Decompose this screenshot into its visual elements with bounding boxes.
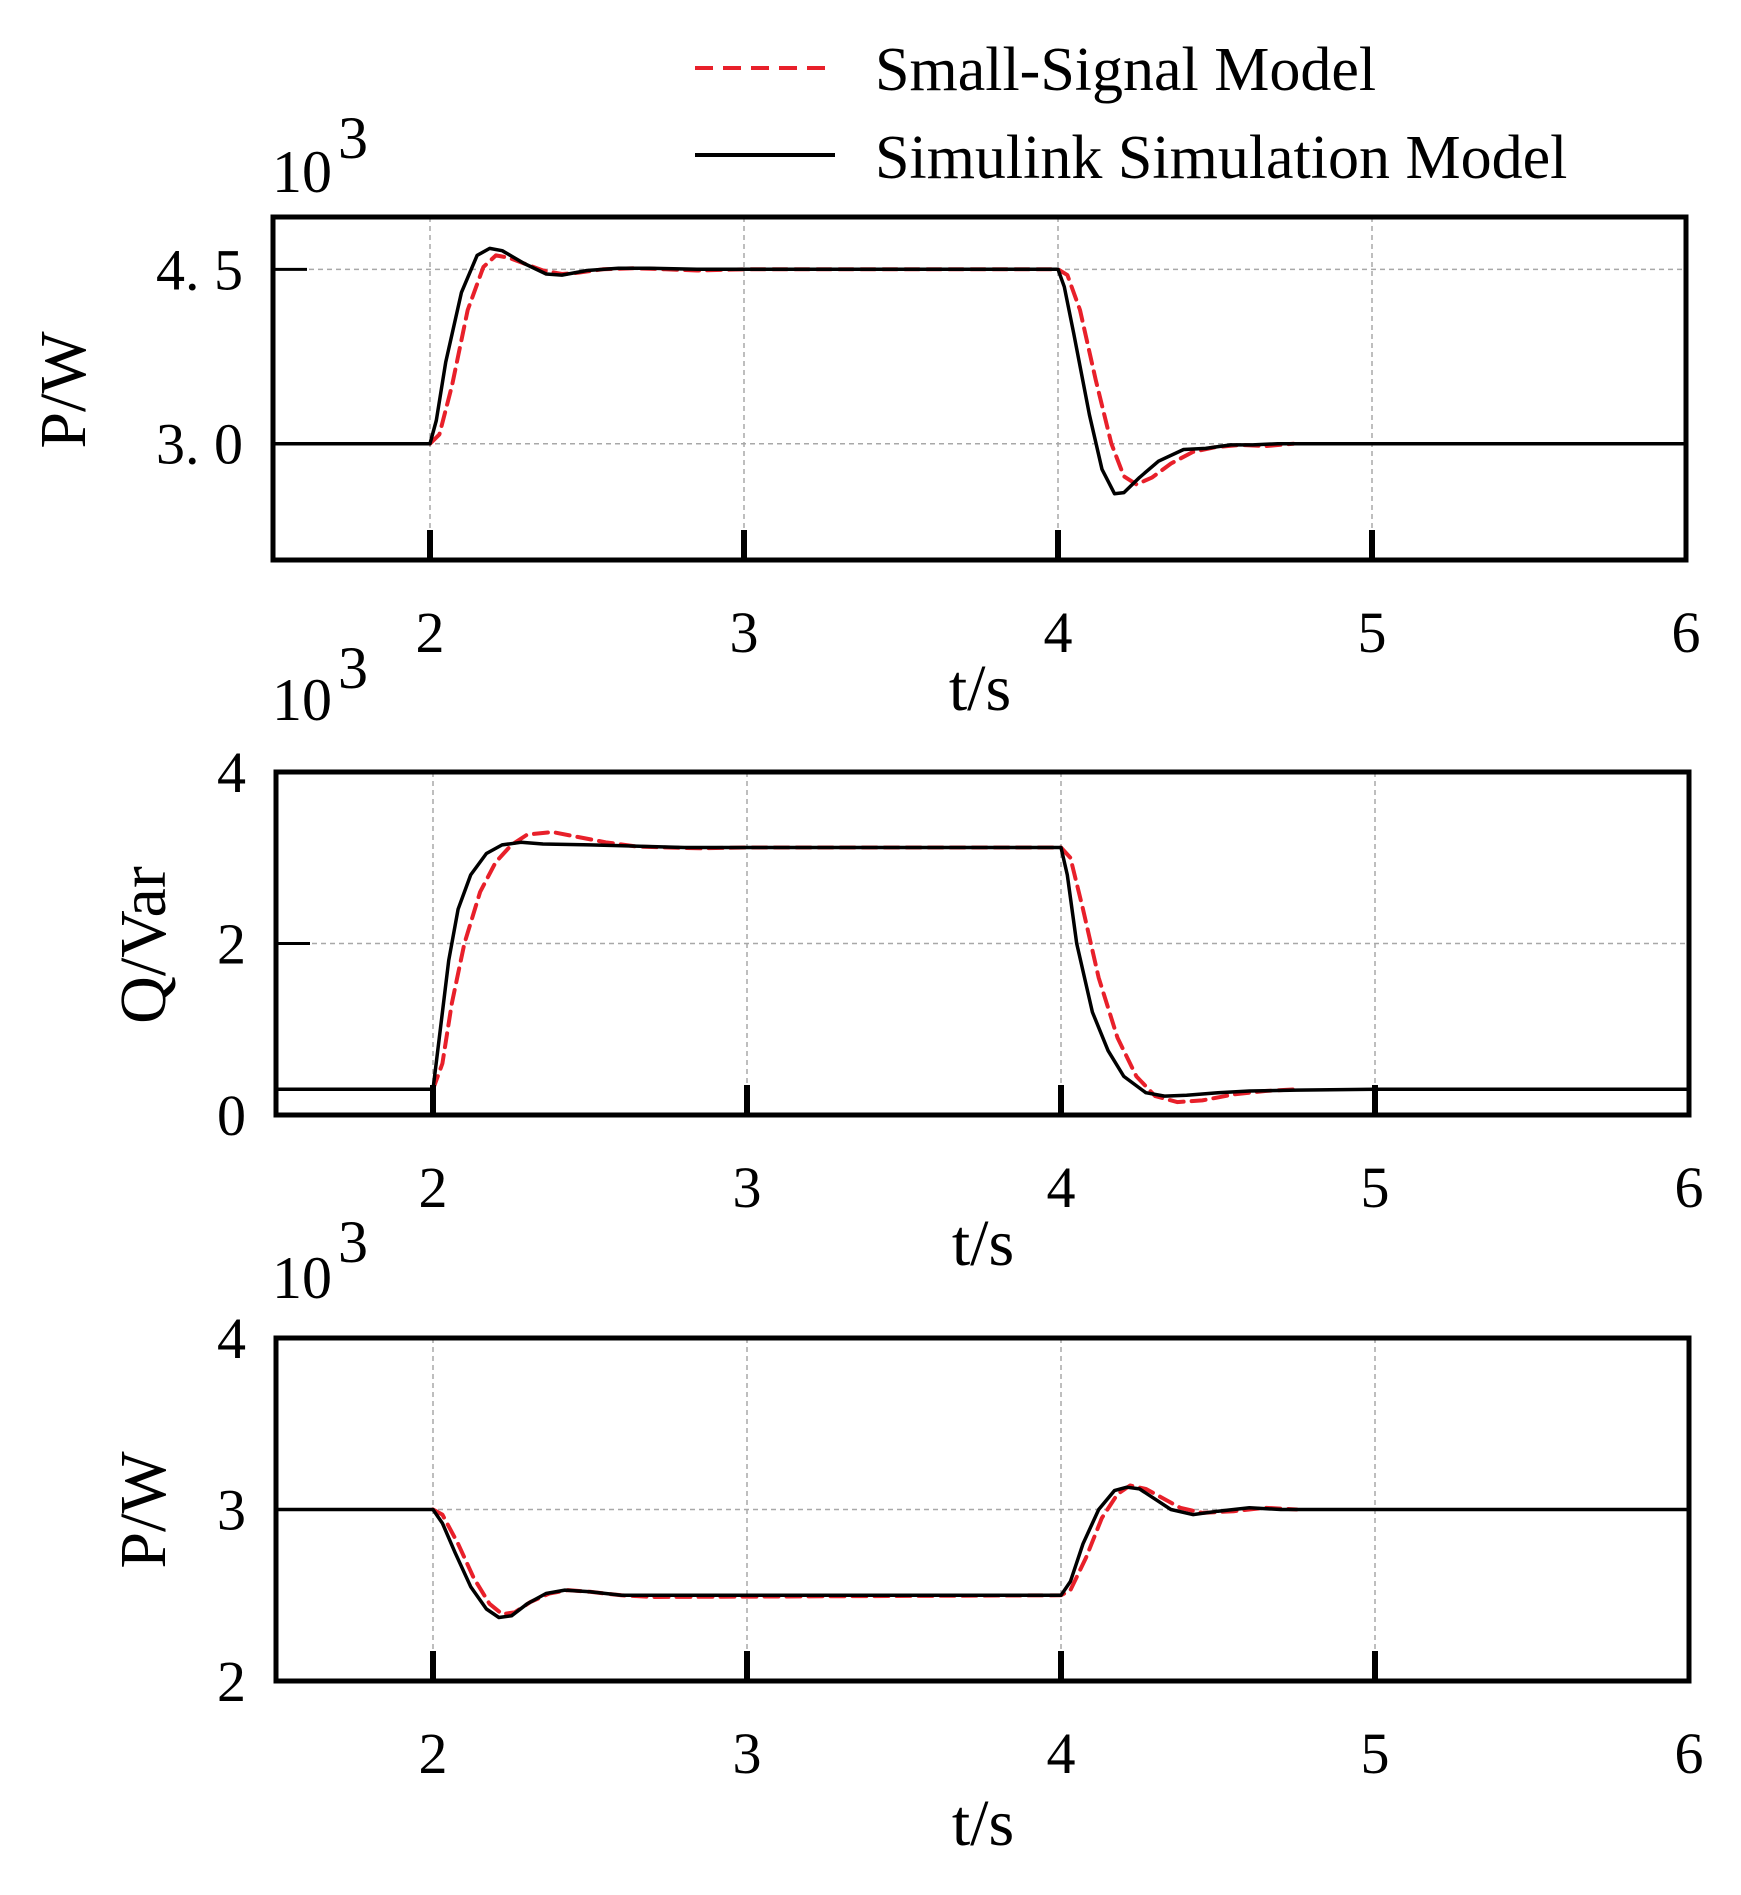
panel-1-exponent-power: 3 [338,105,368,171]
panel-3-xtick-label: 2 [419,1721,448,1786]
panel-3-series-simulink [274,1485,1691,1620]
panel-2-ytick-label: 4 [217,740,246,805]
panel-1-frame [270,214,1689,563]
panel-1-xtick-label: 3 [730,600,759,665]
panel-1-ticks [273,267,1375,560]
panel-3-xtick-label: 4 [1047,1721,1076,1786]
panel-3-xtick-label: 5 [1361,1721,1390,1786]
panel-1-series [271,246,1688,496]
panel-1-ylabel: P/W [27,331,100,449]
panel-2-xtick-label: 4 [1047,1155,1076,1220]
panel-1-xtick-labels: 2 3 4 5 6 [416,600,1701,665]
panel-2-ytick-labels: 0 2 4 [217,740,246,1148]
panel-2-exponent-power: 3 [338,635,368,701]
legend-label-small-signal: Small-Signal Model [875,36,1376,104]
panel-1-xtick-label: 6 [1672,600,1701,665]
panel-3-ytick-labels: 2 3 4 [217,1306,246,1714]
panel-3-xtick-label: 6 [1675,1721,1704,1786]
panel-2-xtick-label: 3 [733,1155,762,1220]
legend: Small-Signal Model Simulink Simulation M… [695,36,1567,192]
panel-2-series [274,830,1691,1105]
panel-1-xtick-label: 4 [1044,600,1073,665]
panel-1-ytick-label: 4. 5 [156,237,243,302]
panel-1-ytick-label: 3. 0 [156,412,243,477]
panel-3-ytick-label: 4 [217,1306,246,1371]
panel-3-ytick-label: 2 [217,1649,246,1714]
panel-1-xtick-label: 2 [416,600,445,665]
panel-3-xtick-labels: 2 3 4 5 6 [419,1721,1704,1786]
panel-1-exponent-base: 10 [272,139,332,205]
legend-label-simulink: Simulink Simulation Model [875,124,1567,192]
panel-2-series-simulink [274,840,1691,1098]
panel-2-exponent-base: 10 [272,667,332,733]
panel-2-xtick-label: 5 [1361,1155,1390,1220]
panel-2-ytick-label: 2 [217,912,246,977]
panel-2-series-small-signal [431,830,1299,1105]
panel-3-ytick-label: 3 [217,1478,246,1543]
panel-2-xtick-labels: 2 3 4 5 6 [419,1155,1704,1220]
panel-3-series [274,1483,1691,1620]
panel-1-xlabel: t/s [949,652,1011,725]
panel-1-xtick-label: 5 [1358,600,1387,665]
panel-2-xtick-label: 6 [1675,1155,1704,1220]
panel-3: 2 3 4 5 6 2 3 4 10 3 P/W t/s [107,1209,1704,1860]
panel-1-series-small-signal [428,253,1296,487]
panel-3-exponent-power: 3 [338,1209,368,1275]
panel-1-ytick-labels: 3. 0 4. 5 [156,237,243,476]
panel-2-ytick-label: 0 [217,1083,246,1148]
panel-3-ylabel: P/W [107,1451,180,1569]
panel-2-ticks [276,942,1378,1115]
panel-3-exponent-base: 10 [272,1245,332,1311]
panel-2-grid [276,772,1689,1115]
panel-2-xlabel: t/s [952,1207,1014,1280]
panel-3-xlabel: t/s [952,1787,1014,1860]
panel-3-xtick-label: 3 [733,1721,762,1786]
panel-2-ylabel: Q/Var [107,866,180,1024]
panel-3-ticks [276,1508,1378,1681]
panel-2-xtick-label: 2 [419,1155,448,1220]
panel-1-series-simulink [271,246,1688,496]
